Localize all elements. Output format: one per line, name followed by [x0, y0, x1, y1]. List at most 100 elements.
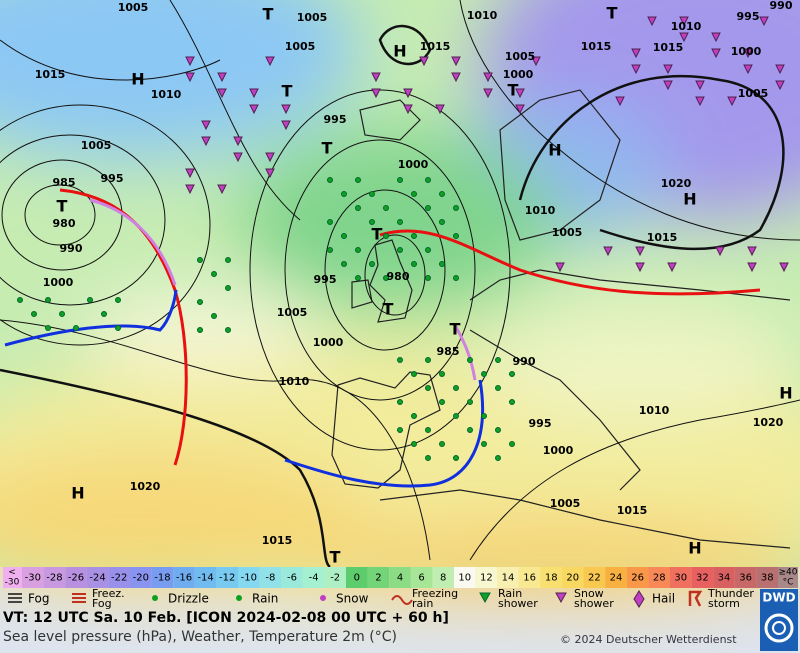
pressure-label: 990 — [513, 355, 536, 368]
legend-label: Snow — [574, 587, 604, 600]
snow-shower — [759, 16, 769, 27]
rain-dot — [211, 313, 217, 319]
scale-label: -14 — [197, 573, 213, 584]
scale-cell — [605, 567, 627, 588]
rain-dot — [355, 205, 361, 211]
legend-label: storm — [708, 597, 740, 610]
rain-dot — [101, 311, 107, 317]
thunderstorm-icon — [688, 590, 703, 607]
low-center: T — [383, 300, 394, 319]
legend-label: Hail — [652, 592, 675, 606]
legend-label: Thunder — [707, 587, 754, 600]
scale-cell — [670, 567, 692, 588]
rain-dot — [397, 399, 403, 405]
fronts — [4, 188, 761, 488]
scale-label: -8 — [265, 573, 275, 584]
drizzle-icon — [152, 595, 158, 601]
scale-cell — [497, 567, 519, 588]
scale-cell — [562, 567, 584, 588]
rain-dot — [397, 177, 403, 183]
scale-cell — [518, 567, 541, 588]
rain-dot — [411, 233, 417, 239]
rain-dot — [425, 177, 431, 183]
snow-shower — [483, 72, 493, 83]
rain-dot — [453, 275, 459, 281]
freezing-fog-icon — [72, 593, 86, 603]
rain-dot — [327, 247, 333, 253]
isobars — [0, 0, 800, 569]
snow-shower — [715, 246, 725, 257]
snow-shower — [233, 136, 243, 147]
scale-cell — [151, 567, 174, 588]
scale-label: °C — [783, 578, 794, 588]
scale-label: 24 — [610, 573, 623, 584]
pressure-label: 1015 — [647, 231, 678, 244]
scale-cell — [43, 567, 66, 588]
snow-shower — [615, 96, 625, 107]
snow-shower — [695, 96, 705, 107]
rain-dot — [31, 311, 37, 317]
rain-dot — [383, 275, 389, 281]
scale-label: 14 — [502, 573, 515, 584]
snow-shower — [201, 136, 211, 147]
scale-label: 6 — [418, 573, 424, 584]
scale-label: 2 — [375, 573, 381, 584]
scale-label: 4 — [397, 573, 403, 584]
pressure-label: 1005 — [118, 1, 149, 14]
scale-label: -28 — [46, 573, 62, 584]
pressure-label: 1005 — [552, 226, 583, 239]
snow-shower — [233, 152, 243, 163]
scale-cell — [281, 567, 303, 588]
rain-dot — [45, 297, 51, 303]
fog-icon — [8, 593, 22, 603]
rain-dot — [425, 455, 431, 461]
scale-label: 36 — [739, 573, 752, 584]
rain-dot — [397, 357, 403, 363]
snow-shower — [679, 32, 689, 43]
pressure-label: 1015 — [581, 40, 612, 53]
rain-dot — [509, 441, 515, 447]
scale-label: 26 — [631, 573, 644, 584]
scale-label: -12 — [219, 573, 235, 584]
scale-label: -18 — [154, 573, 170, 584]
scale-cell — [65, 567, 87, 588]
snow-shower — [631, 48, 641, 59]
rain-dot — [453, 385, 459, 391]
scale-cell — [475, 567, 498, 588]
pressure-label: 1010 — [525, 204, 556, 217]
rain-dot — [411, 191, 417, 197]
snow-shower — [635, 246, 645, 257]
rain-dot — [115, 325, 121, 331]
rain-dot — [453, 205, 459, 211]
legend-label: Freez. — [92, 587, 125, 600]
scale-cell — [648, 567, 670, 588]
rain-dot — [355, 247, 361, 253]
rain-dot — [467, 357, 473, 363]
pressure-label: 1005 — [81, 139, 112, 152]
scale-cell — [259, 567, 282, 588]
rain-dot — [327, 177, 333, 183]
rain-dot — [439, 399, 445, 405]
snow-shower — [371, 72, 381, 83]
rain-dot — [439, 441, 445, 447]
snow-shower — [647, 16, 657, 27]
snow-shower — [515, 104, 525, 115]
dwd-logo-icon — [764, 613, 794, 643]
snow-shower — [451, 72, 461, 83]
scale-cell — [130, 567, 152, 588]
scale-cell — [3, 567, 22, 588]
rain-dot — [453, 233, 459, 239]
pressure-label: 995 — [101, 172, 124, 185]
high-center: H — [71, 484, 84, 503]
snow-shower — [635, 262, 645, 273]
weather-symbols — [17, 16, 789, 461]
pressure-label: 1010 — [671, 20, 702, 33]
rain-dot — [467, 399, 473, 405]
snow-shower — [775, 64, 785, 75]
pressure-label: 1005 — [505, 50, 536, 63]
scale-label: 22 — [588, 573, 601, 584]
pressure-label: 1015 — [35, 68, 66, 81]
scale-cell — [194, 567, 217, 588]
scale-cell — [22, 567, 44, 588]
